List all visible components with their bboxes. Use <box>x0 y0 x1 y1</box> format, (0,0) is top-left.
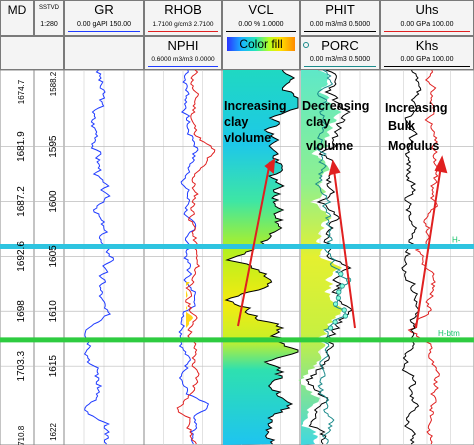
uhs-annotation-line1: Increasing <box>385 101 448 115</box>
md-header[interactable]: MD <box>0 0 34 36</box>
uhs-header[interactable]: Uhs 0.00 GPa 100.00 <box>380 0 474 36</box>
vcl-annotation-line1: Increasing <box>224 99 287 113</box>
scale-label: 1:280 <box>40 21 58 28</box>
porc-point <box>336 289 342 295</box>
khs-header[interactable]: Khs 0.00 GPa 100.00 <box>380 36 474 70</box>
phit-header[interactable]: PHIT 0.00 m3/m3 0.5000 <box>300 0 380 36</box>
porc-point <box>341 307 347 313</box>
rhob-curve <box>176 70 216 445</box>
sstvd-tick-label: 1622 <box>49 423 58 441</box>
md-tick-label: 1681.9 <box>16 131 27 162</box>
md-tick-label: 1692.6 <box>16 241 27 272</box>
vcl-annotation-line3: vlolume <box>224 131 271 145</box>
md-label: MD <box>7 3 27 17</box>
depth-header-spacer <box>0 36 64 70</box>
khs-scale: 0.00 GPa 100.00 <box>400 56 454 63</box>
porc-scale: 0.00 m3/m3 0.5000 <box>309 56 371 63</box>
porc-curve <box>314 70 350 445</box>
vcl-color-bar <box>226 31 296 32</box>
phit-name: PHIT <box>325 2 355 17</box>
sstvd-tick-label: 1615 <box>48 355 59 378</box>
sstvd-tick-label: 1600 <box>48 190 59 213</box>
sstvd-label: SSTVD <box>38 5 59 11</box>
horizon-top-label: H- <box>452 236 461 245</box>
horizon-btm-label: H-btm <box>438 329 460 338</box>
nphi-curve <box>178 70 210 445</box>
gr-color-bar <box>68 31 140 32</box>
uhs-scale: 0.00 GPa 100.00 <box>400 21 454 28</box>
md-tick-label: 1674.7 <box>17 79 26 104</box>
uhs-color-bar <box>384 31 470 32</box>
rhob-color-bar <box>148 31 218 32</box>
phit-color-bar <box>304 31 376 32</box>
vcl-curve <box>224 70 299 445</box>
md-tick-label: 1703.3 <box>16 350 27 381</box>
phit-annotation-line1: Decreasing <box>302 99 369 113</box>
phit-arrow <box>328 159 356 329</box>
phit-annotation-line2: clay <box>306 115 330 129</box>
rhob-name: RHOB <box>164 2 202 17</box>
khs-curve <box>401 70 422 445</box>
nphi-color-bar <box>148 66 218 67</box>
gr-scale: 0.00 gAPI 150.00 <box>76 21 132 28</box>
porc-marker-icon <box>303 42 309 48</box>
gr-name: GR <box>94 2 114 17</box>
rhob-crossover-fill <box>186 282 194 330</box>
sstvd-tick-label: 1610 <box>48 300 59 323</box>
porc-point <box>332 301 339 307</box>
sstvd-header[interactable]: SSTVD 1:280 <box>34 0 64 36</box>
porc-point <box>332 319 338 325</box>
phit-curve <box>305 70 354 445</box>
sstvd-tick-label: 1595 <box>48 135 59 158</box>
vcl-fill-label: Color fill <box>239 37 283 51</box>
porc-color-bar <box>304 66 376 67</box>
porc-point <box>338 271 344 277</box>
sstvd-tick-labels: 1588.2 1595 1600 1605 1610 1615 1622 <box>48 71 59 441</box>
md-tick-label: 1698 <box>16 300 27 323</box>
vcl-scale: 0.00 % 1.0000 <box>238 21 284 28</box>
nphi-scale: 0.6000 m3/m3 0.0000 <box>151 56 215 63</box>
uhs-curve <box>407 70 440 445</box>
sstvd-tick-label: 1588.2 <box>49 71 58 96</box>
khs-name: Khs <box>415 38 439 53</box>
uhs-annotation-line3: Modulus <box>388 139 439 153</box>
vcl-header[interactable]: VCL 0.00 % 1.0000 Color fill <box>222 0 300 70</box>
uhs-name: Uhs <box>415 2 439 17</box>
track-header-panel: MD SSTVD 1:280 GR 0.00 gAPI 150.00 RHOB … <box>0 0 474 70</box>
porc-point <box>339 283 345 289</box>
porc-name: PORC <box>321 38 359 53</box>
md-tick-label: 1687.2 <box>16 186 27 217</box>
md-tick-labels: 1674.7 1681.9 1687.2 1692.6 1698 1703.3 1710.8 <box>16 79 27 445</box>
nphi-name: NPHI <box>167 38 199 53</box>
porc-point <box>335 295 341 301</box>
phit-scale: 0.00 m3/m3 0.5000 <box>309 21 371 28</box>
sstvd-tick-label: 1605 <box>48 245 59 268</box>
md-tick-label: 1710.8 <box>17 425 26 445</box>
gr-header-empty <box>64 36 144 70</box>
vcl-name: VCL <box>248 2 274 17</box>
vcl-annotation-line2: clay <box>224 115 248 129</box>
porc-point <box>342 313 348 319</box>
rhob-scale: 1.7100 g/cm3 2.7100 <box>152 21 214 28</box>
vcl-color-fill-bar <box>227 37 295 51</box>
porc-points <box>327 271 352 331</box>
phit-annotation-line3: vlolume <box>306 139 353 153</box>
porc-header[interactable]: PORC 0.00 m3/m3 0.5000 <box>300 36 380 70</box>
gr-curve <box>83 70 114 445</box>
uhs-arrow <box>415 155 448 329</box>
porc-point <box>327 325 334 331</box>
nphi-header[interactable]: NPHI 0.6000 m3/m3 0.0000 <box>144 36 222 70</box>
vcl-arrow <box>237 157 276 327</box>
rhob-header[interactable]: RHOB 1.7100 g/cm3 2.7100 <box>144 0 222 36</box>
uhs-annotation-line2: Bulk <box>388 119 415 133</box>
khs-color-bar <box>384 66 470 67</box>
phit-fill <box>298 70 345 445</box>
gr-header[interactable]: GR 0.00 gAPI 150.00 <box>64 0 144 36</box>
